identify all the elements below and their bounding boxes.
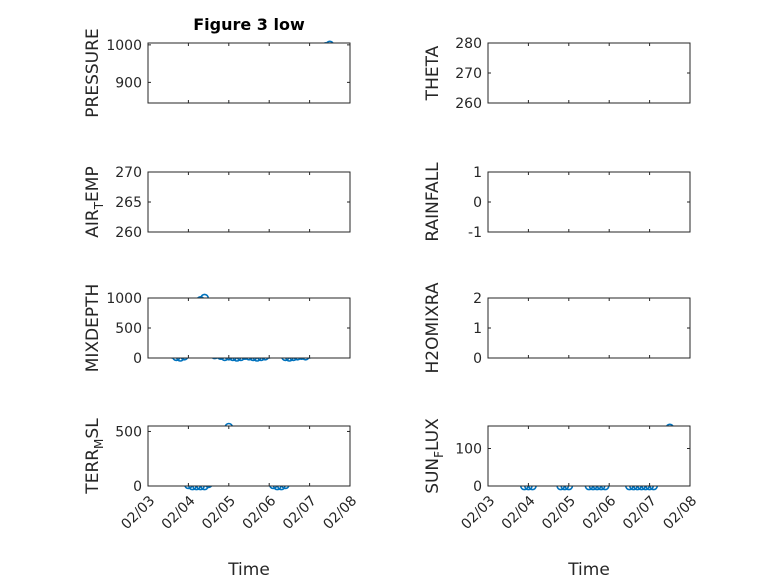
y-tick-label: 0 — [133, 351, 142, 367]
y-tick-label: 0 — [133, 479, 142, 495]
y-tick-label: 1000 — [106, 291, 142, 307]
axes-box — [487, 297, 691, 359]
x-tick-label: 02/06 — [240, 493, 280, 533]
axes-box — [147, 171, 351, 233]
y-axis-label: TERRMSL — [83, 418, 106, 495]
y-axis-label: MIXDEPTH — [83, 284, 103, 373]
axes-box — [487, 42, 691, 104]
axes-box — [147, 425, 351, 487]
subplot-rainfall: -1 0 1 RAINFALL — [423, 162, 691, 242]
y-tick-label: 0 — [473, 351, 482, 367]
x-tick-label: 02/03 — [458, 493, 498, 533]
y-axis-label: H2OMIXRA — [423, 282, 443, 373]
y-tick-label: 1 — [473, 165, 482, 181]
y-tick-label: 900 — [115, 75, 142, 91]
subplot-theta: 260 270 280 THETA — [423, 36, 691, 112]
x-tick-label: 02/06 — [580, 493, 620, 533]
axes-box — [147, 42, 351, 104]
y-tick-label: 270 — [455, 66, 482, 82]
x-tick-label: 02/05 — [539, 493, 579, 533]
y-tick-label: 260 — [115, 225, 142, 241]
subplot-air_temp: 260 265 270 AIRTEMP — [83, 165, 351, 241]
x-tick-label: 02/08 — [660, 493, 700, 533]
y-axis-label: PRESSURE — [83, 28, 103, 117]
subplot-h2omixra: 0 1 2 H2OMIXRA — [423, 282, 691, 374]
x-tick-label: 02/05 — [199, 493, 239, 533]
y-tick-label: 265 — [115, 195, 142, 211]
axes-box — [487, 425, 691, 487]
y-tick-label: 100 — [455, 442, 482, 458]
axes-box — [147, 297, 351, 359]
x-tick-label: 02/08 — [320, 493, 360, 533]
y-tick-label: 0 — [473, 195, 482, 211]
y-axis-label: SUNFLUX — [423, 418, 446, 494]
x-tick-label: 02/04 — [159, 493, 199, 533]
x-tick-label: 02/04 — [499, 493, 539, 533]
y-tick-label: 260 — [455, 96, 482, 112]
y-tick-label: 0 — [473, 479, 482, 495]
y-tick-label: 280 — [455, 36, 482, 52]
subplot-sun_flux: 0 100 02/03 02/04 02/05 02/06 02/07 02/08 SUNFLU… — [423, 418, 700, 533]
y-tick-label: 270 — [115, 165, 142, 181]
chart-title: Figure 3 low — [193, 15, 305, 34]
x-tick-label: 02/07 — [620, 493, 660, 533]
y-tick-label: 1 — [473, 321, 482, 337]
y-tick-label: 2 — [473, 291, 482, 307]
y-tick-label: 500 — [115, 424, 142, 440]
axes-box — [487, 171, 691, 233]
x-axis-label-left: Time — [227, 560, 270, 580]
x-tick-label: 02/03 — [118, 493, 158, 533]
x-axis-label-right: Time — [567, 560, 610, 580]
y-axis-label: RAINFALL — [423, 162, 443, 242]
x-tick-label: 02/07 — [280, 493, 320, 533]
y-tick-label: 500 — [115, 321, 142, 337]
y-tick-label: -1 — [468, 225, 482, 241]
subplot-terr_msl: 0 500 02/03 02/04 02/05 02/06 02/07 02/08 TERRMS… — [83, 418, 360, 533]
y-tick-label: 1000 — [106, 38, 142, 54]
y-axis-label: THETA — [423, 45, 443, 101]
y-axis-label: AIRTEMP — [83, 166, 106, 237]
